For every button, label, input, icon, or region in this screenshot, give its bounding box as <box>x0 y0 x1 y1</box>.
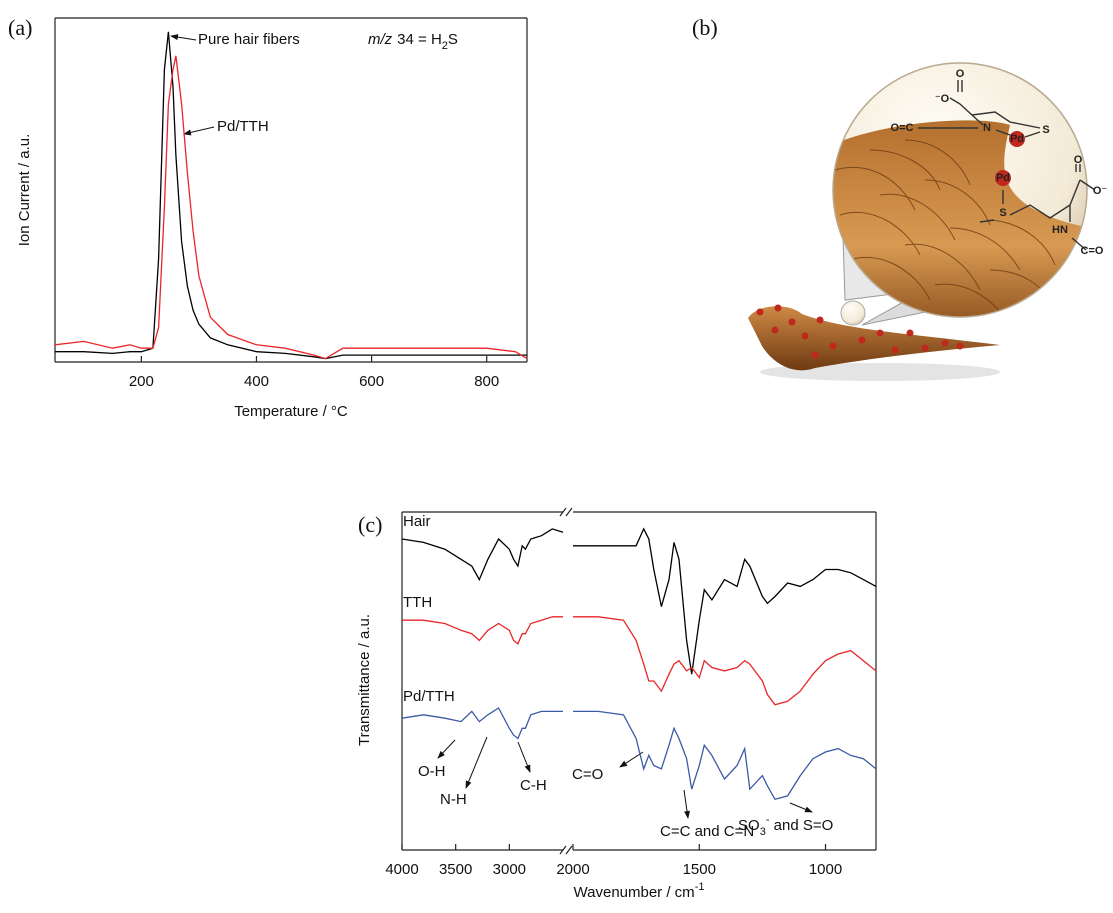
chem-label: O <box>956 68 965 80</box>
annotation: C=O <box>572 766 603 783</box>
annotation-part: m/z <box>368 31 393 48</box>
annotation: SO3- and S=O <box>738 814 833 838</box>
y-axis-label: Ion Current / a.u. <box>16 134 33 247</box>
chem-label: O <box>1074 154 1083 166</box>
annotation: C-H <box>520 777 547 794</box>
x-tick-label: 3000 <box>493 861 526 878</box>
chem-label: O⁻ <box>1093 185 1108 197</box>
x-tick-label: 400 <box>244 373 269 390</box>
x-axis-label: Wavenumber / cm-1 <box>574 881 705 901</box>
x-tick-label: 4000 <box>385 861 418 878</box>
series-label: TTH <box>403 594 432 611</box>
chem-label: Pd <box>996 172 1010 184</box>
series-line <box>573 616 877 706</box>
annotation-part: 34 = H <box>397 31 442 48</box>
series-line <box>55 31 527 360</box>
y-axis-label: Transmittance / a.u. <box>356 614 373 746</box>
chem-label: S <box>999 207 1006 219</box>
series-line <box>54 55 528 360</box>
x-tick-label: 3500 <box>439 861 472 878</box>
chem-label: O=C <box>891 122 914 134</box>
annotation-part: - <box>766 814 770 826</box>
series-line <box>573 710 877 801</box>
chem-label: S <box>1042 124 1049 136</box>
chem-label: ⁻O <box>935 93 950 105</box>
x-tick-label: 600 <box>359 373 384 390</box>
annotation: O-H <box>418 763 446 780</box>
x-tick-label: 2000 <box>556 861 589 878</box>
panel-b-illustration <box>748 62 1096 381</box>
x-axis-label: Temperature / °C <box>234 403 348 420</box>
panel-label: (b) <box>692 15 718 40</box>
annotation-arrows <box>170 34 813 819</box>
annotation-part: S <box>448 31 458 48</box>
annotation: N-H <box>440 791 467 808</box>
panel-label: (c) <box>358 512 382 537</box>
annotation: m/z 34 = H2S <box>368 31 458 52</box>
x-tick-label: 200 <box>129 373 154 390</box>
x-tick-label: 800 <box>474 373 499 390</box>
chem-label: Pd <box>1010 133 1024 145</box>
series-label: Hair <box>403 513 431 530</box>
series-label: Pd/TTH <box>403 688 455 705</box>
x-axis-label-part: Wavenumber / cm <box>574 884 695 901</box>
annotation-part: and S=O <box>769 817 833 834</box>
annotation: C=C and C=N <box>660 823 754 840</box>
annotation-part: SO <box>738 817 760 834</box>
panel-label: (a) <box>8 15 32 40</box>
x-axis-label-part: -1 <box>695 881 705 893</box>
annotation-part: 2 <box>442 40 448 52</box>
chem-label: N <box>983 122 991 134</box>
series-label: Pure hair fibers <box>198 31 300 48</box>
series-line <box>573 527 877 675</box>
x-tick-label: 1500 <box>683 861 716 878</box>
annotation-part: 3 <box>760 826 766 838</box>
chem-label: HN <box>1052 224 1068 236</box>
x-tick-label: 1000 <box>809 861 842 878</box>
series-label: Pd/TTH <box>217 118 269 135</box>
series-line <box>402 616 563 645</box>
chem-label: C=O <box>1081 245 1104 257</box>
axis-break <box>559 507 573 855</box>
series-line <box>401 707 563 740</box>
series-line <box>401 528 564 582</box>
